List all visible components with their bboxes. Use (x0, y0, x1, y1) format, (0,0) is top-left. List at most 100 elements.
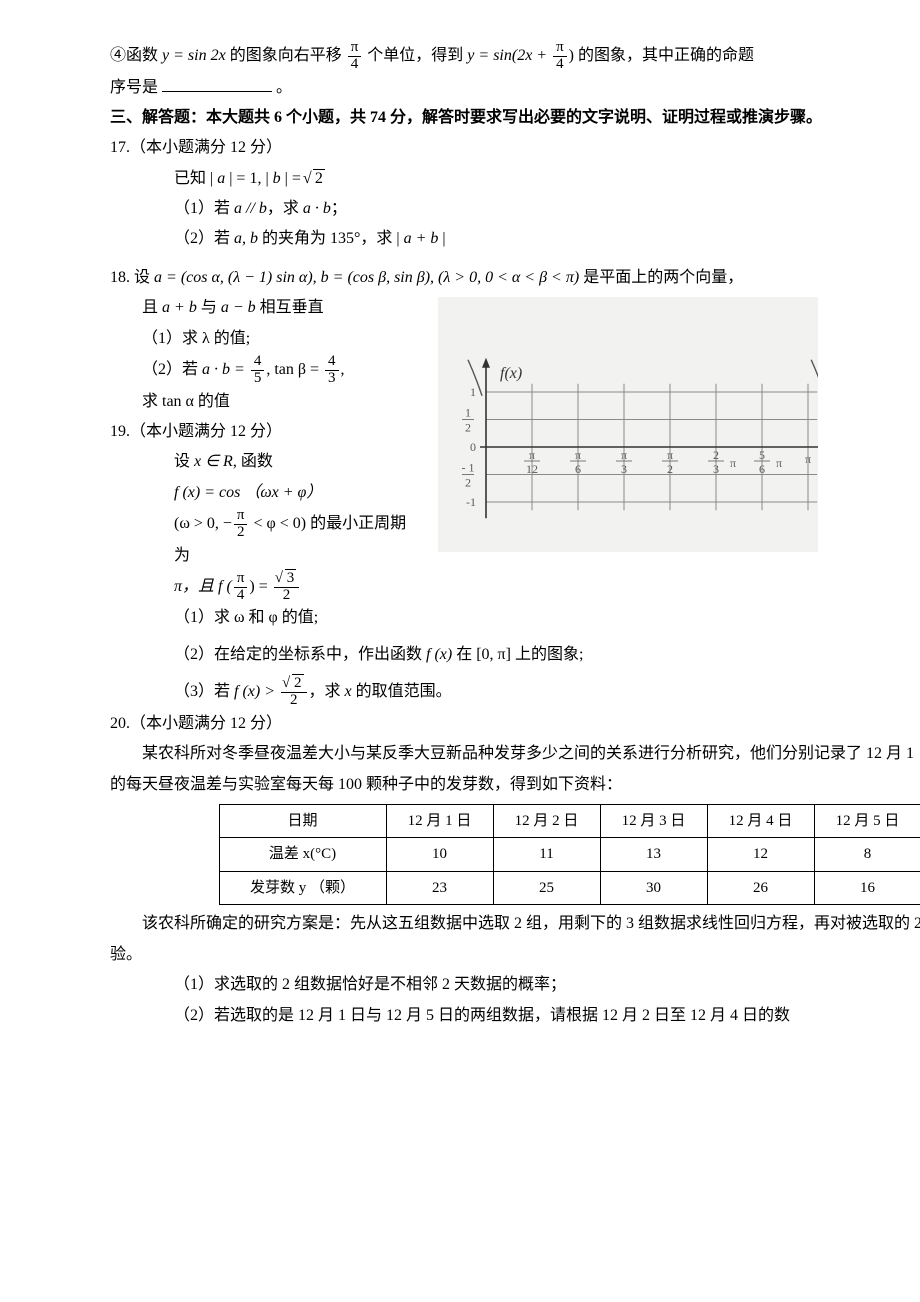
q18-eq1: a = (cos α, (λ − 1) sin α), b = (cos β, … (154, 269, 579, 286)
q19-p2: （2）在给定的坐标系中，作出函数 f (x) 在 [0, π] 上的图象; (110, 640, 920, 670)
data-table: 日期12 月 1 日12 月 2 日12 月 3 日12 月 4 日12 月 5… (219, 804, 920, 906)
t: , 函数 (233, 453, 273, 470)
table-cell: 13 (600, 838, 707, 872)
t: （2）若 (142, 361, 202, 378)
q17-b: b (273, 170, 281, 187)
q17-p2: （2）若 a, b 的夹角为 135°，求 | a + b | (110, 224, 920, 254)
q18-l2: 且 a + b 与 a − b 相互垂直 (110, 293, 420, 323)
table-header-cell: 12 月 2 日 (493, 804, 600, 838)
blank-underline (162, 75, 272, 92)
frac-den: 4 (553, 56, 567, 73)
eq: a · b (303, 200, 331, 217)
table-header-cell: 12 月 5 日 (814, 804, 920, 838)
eq: a − b (221, 299, 256, 316)
q20-para1: 某农科所对冬季昼夜温差大小与某反季大豆新品种发芽多少之间的关系进行分析研究，他们… (110, 739, 920, 800)
table-header-cell: 日期 (219, 804, 386, 838)
den: 4 (234, 587, 248, 604)
svg-text:2: 2 (465, 421, 471, 435)
coordinate-graph: 1120- 12-1π12π6π3π223π56ππf(x)x (438, 297, 818, 552)
q19-no: 19.（本小题满分 12 分） (110, 417, 420, 447)
q18-no: 18. 设 (110, 269, 154, 286)
den: 2 (234, 524, 248, 541)
num: 4 (251, 354, 265, 370)
q19-p3: （3）若 f (x) > 22，求 x 的取值范围。 (110, 676, 920, 709)
t: (ω > 0, − (174, 515, 232, 532)
t: （2）在给定的坐标系中，作出函数 (174, 646, 426, 663)
eq: f (x) (426, 646, 452, 663)
q17-given: 已知 | a | = 1, | b | = 2 (110, 164, 920, 194)
svg-text:5: 5 (759, 448, 765, 462)
q18-line1: 18. 设 a = (cos α, (λ − 1) sin α), b = (c… (110, 263, 920, 293)
frac-pi2: π2 (234, 508, 248, 541)
den: 5 (251, 370, 265, 387)
t: 在 [0, π] 上的图象; (452, 646, 583, 663)
svg-text:π: π (667, 448, 673, 462)
eq: a + b (162, 299, 197, 316)
stmt4-eq2b: ) (569, 47, 574, 64)
t: （3）若 (174, 683, 234, 700)
table-cell: 8 (814, 838, 920, 872)
t: 相互垂直 (256, 299, 324, 316)
stmt4-line1: ④函数 y = sin 2x 的图象向右平移 π 4 个单位，得到 y = si… (110, 40, 920, 73)
stmt4-a: ④函数 (110, 47, 162, 64)
t: 与 (197, 299, 221, 316)
stmt4-line2: 序号是 。 (110, 73, 920, 103)
q20-p1: （1）求选取的 2 组数据恰好是不相邻 2 天数据的概率； (110, 970, 920, 1000)
stmt4-frac2: π 4 (553, 40, 567, 73)
q20-no: 20.（本小题满分 12 分） (110, 709, 920, 739)
svg-text:2: 2 (713, 448, 719, 462)
t: 设 (174, 453, 194, 470)
table-row: 温差 x(°C)101113128 (219, 838, 920, 872)
stmt4-eq2a: y = sin(2x + (467, 47, 551, 64)
q17-gc: | = (281, 170, 305, 187)
svg-text:π: π (621, 448, 627, 462)
svg-text:12: 12 (526, 462, 538, 476)
table-cell: 16 (814, 871, 920, 905)
table-header-cell: 12 月 1 日 (386, 804, 493, 838)
stmt4-frac1: π 4 (348, 40, 362, 73)
num: π (234, 508, 248, 524)
den: 2 (281, 692, 307, 709)
table-row-label: 发芽数 y （颗） (219, 871, 386, 905)
sqrt2: 2 (305, 164, 325, 194)
t: ，求 (309, 683, 345, 700)
stmt4-l2end: 。 (276, 79, 292, 96)
t: | (438, 230, 445, 247)
t: < φ < 0) (249, 515, 306, 532)
q17-p1: （1）若 a // b，求 a · b； (110, 194, 920, 224)
q19-l2: (ω > 0, −π2 < φ < 0) 的最小正周期为 (110, 508, 420, 571)
q19-l3: π，且 f (π4) = 32 (110, 571, 420, 604)
q18-p3: 求 tan α 的值 (110, 387, 420, 417)
q17-no: 17.（本小题满分 12 分） (110, 133, 920, 163)
frac-sqrt2-2: 22 (281, 676, 307, 709)
frac-den: 4 (348, 56, 362, 73)
section3-heading: 三、解答题：本大题共 6 个小题，共 74 分，解答时要求写出必要的文字说明、证… (110, 103, 920, 133)
svg-text:π: π (730, 456, 736, 470)
svg-text:2: 2 (465, 476, 471, 490)
frac-pi4: π4 (234, 571, 248, 604)
table-row-label: 温差 x(°C) (219, 838, 386, 872)
t: , tan β = (266, 361, 323, 378)
rad: 2 (292, 674, 304, 691)
den: 2 (274, 587, 300, 604)
table-cell: 25 (493, 871, 600, 905)
svg-text:f(x): f(x) (500, 365, 522, 382)
q17-gb: | = 1, | (225, 170, 272, 187)
table-cell: 10 (386, 838, 493, 872)
eq: f ( (218, 578, 232, 595)
table-cell: 12 (707, 838, 814, 872)
eq: f (x) = cos （ωx + φ） (174, 484, 322, 501)
q17-ga: 已知 | (174, 170, 217, 187)
q20-para2: 该农科所确定的研究方案是：先从这五组数据中选取 2 组，用剩下的 3 组数据求线… (110, 909, 920, 970)
num: π (234, 571, 248, 587)
eq: a · b = (202, 361, 249, 378)
eq: x ∈ R (194, 453, 233, 470)
table-cell: 23 (386, 871, 493, 905)
t: π，且 (174, 578, 218, 595)
svg-text:π: π (575, 448, 581, 462)
eq: a + b (404, 230, 439, 247)
q18-p2: （2）若 a · b = 45, tan β = 43, (110, 354, 420, 387)
table-cell: 30 (600, 871, 707, 905)
frac45: 45 (251, 354, 265, 387)
frac-num: π (348, 40, 362, 56)
